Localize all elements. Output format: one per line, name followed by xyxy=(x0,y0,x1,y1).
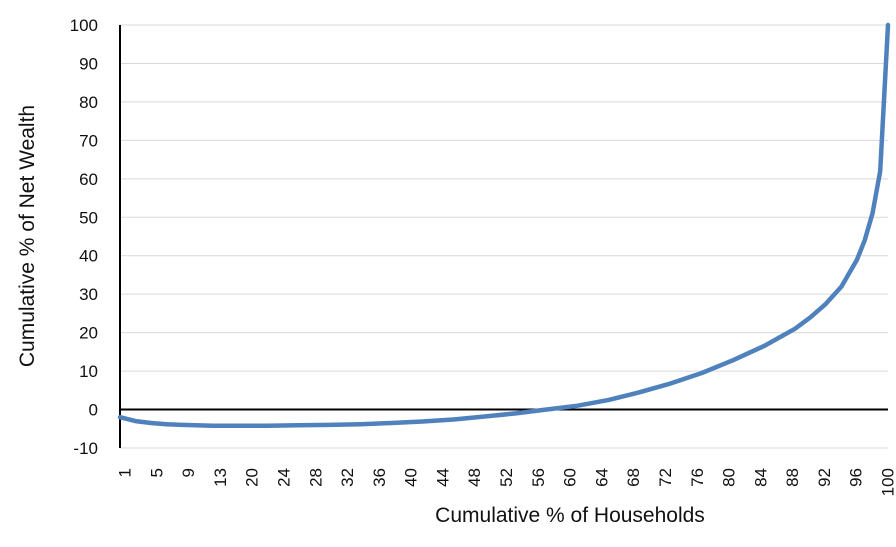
y-tick-label: 70 xyxy=(79,131,98,150)
x-tick-label: 48 xyxy=(465,468,484,487)
y-tick-label: 0 xyxy=(89,401,98,420)
x-tick-label: 88 xyxy=(783,468,802,487)
y-tick-label: 80 xyxy=(79,93,98,112)
y-axis-title: Cumulative % of Net Wealth xyxy=(16,105,39,367)
x-tick-label: 20 xyxy=(243,468,262,487)
y-tick-label: 30 xyxy=(79,285,98,304)
y-tick-label: 10 xyxy=(79,362,98,381)
x-tick-label: 36 xyxy=(370,468,389,487)
series-layer xyxy=(117,22,891,428)
x-tick-label: 32 xyxy=(338,468,357,487)
x-tick-label: 40 xyxy=(402,468,421,487)
x-tick-label: 68 xyxy=(624,468,643,487)
x-tick-label: 60 xyxy=(561,468,580,487)
y-tick-label: 20 xyxy=(79,324,98,343)
gridlines xyxy=(120,24,888,449)
y-tick-label: 90 xyxy=(79,54,98,73)
x-tick-label: 64 xyxy=(592,468,611,487)
y-tick-label: 50 xyxy=(79,208,98,227)
x-tick-label: 44 xyxy=(433,468,452,487)
x-tick-label: 13 xyxy=(211,468,230,487)
x-tick-label: 28 xyxy=(306,468,325,487)
x-tick-label: 1 xyxy=(116,468,135,477)
y-tick-label: -10 xyxy=(73,439,98,458)
series-line xyxy=(117,22,891,428)
y-tick-label: 60 xyxy=(79,170,98,189)
x-tick-label: 24 xyxy=(274,468,293,487)
y-tick-label: 100 xyxy=(70,16,98,35)
x-tick-label: 56 xyxy=(529,468,548,487)
x-tick-label: 52 xyxy=(497,468,516,487)
x-tick-label: 96 xyxy=(847,468,866,487)
x-tick-label: 84 xyxy=(751,468,770,487)
x-tick-label: 80 xyxy=(720,468,739,487)
y-axis: -10 0 10 20 30 40 50 60 70 80 90 100 xyxy=(70,16,121,458)
x-axis-title: Cumulative % of Households xyxy=(435,504,705,527)
x-tick-label: 76 xyxy=(688,468,707,487)
y-tick-label: 40 xyxy=(79,247,98,266)
x-tick-label: 9 xyxy=(179,468,198,477)
x-tick-label: 100 xyxy=(879,468,896,496)
x-tick-label: 5 xyxy=(147,468,166,477)
x-axis: 1 5 9 13 20 24 28 32 36 40 44 48 52 56 60 64 68 72 76 80 84 8… xyxy=(116,408,896,496)
x-tick-label: 72 xyxy=(656,468,675,487)
x-tick-label: 92 xyxy=(815,468,834,487)
